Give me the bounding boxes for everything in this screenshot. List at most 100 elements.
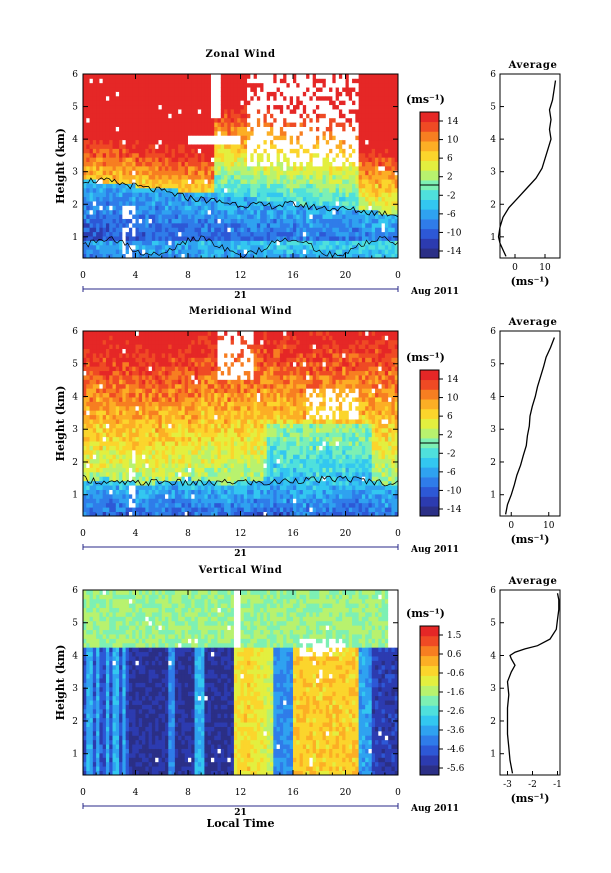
heatmap-cell	[204, 231, 209, 237]
heatmap-cell	[99, 135, 104, 141]
heatmap-cell	[89, 205, 94, 211]
heatmap-cell	[391, 130, 396, 136]
heatmap-cell	[256, 174, 261, 180]
heatmap-cell	[119, 454, 123, 460]
heatmap-cell	[109, 401, 113, 407]
heatmap-cell	[99, 95, 104, 101]
heatmap-cell	[207, 135, 212, 141]
heatmap-cell	[135, 476, 140, 482]
heatmap-cell	[224, 179, 228, 184]
heatmap-cell	[135, 152, 140, 158]
heatmap-cell	[227, 174, 232, 180]
colorbar-unit: (ms⁻¹)	[406, 93, 445, 106]
heatmap-cell	[83, 187, 87, 193]
heatmap-cell	[99, 353, 104, 358]
heatmap-cell	[384, 209, 389, 215]
heatmap-cell	[240, 87, 245, 92]
heatmap-cell	[161, 104, 166, 110]
heatmap-cell	[105, 348, 110, 354]
heatmap-cell	[329, 157, 333, 163]
heatmap-cell	[368, 117, 373, 123]
heatmap-cell	[319, 100, 323, 106]
heatmap-cell	[332, 244, 337, 250]
heatmap-cell	[109, 361, 113, 367]
heatmap-cell	[365, 100, 369, 106]
heatmap-cell	[319, 95, 323, 101]
heatmap-cell	[155, 95, 159, 101]
heatmap-cell	[319, 117, 323, 123]
heatmap-cell	[358, 87, 363, 92]
heatmap-cell	[155, 152, 159, 158]
heatmap-cell	[89, 183, 94, 189]
heatmap-cell	[283, 214, 287, 219]
heatmap-cell	[158, 240, 163, 246]
heatmap-cell	[384, 148, 389, 154]
heatmap-cell	[83, 441, 87, 446]
heatmap-cell	[204, 139, 209, 145]
heatmap-cell	[358, 144, 363, 149]
heatmap-cell	[99, 209, 104, 215]
heatmap-cell	[345, 253, 350, 259]
heatmap-cell	[306, 192, 310, 198]
heatmap-cell	[361, 157, 366, 163]
heatmap-cell	[109, 104, 113, 110]
heatmap-cell	[237, 231, 241, 237]
heatmap-cell	[132, 157, 136, 163]
heatmap-cell	[119, 353, 123, 358]
heatmap-cell	[286, 87, 291, 92]
heatmap-cell	[217, 157, 222, 163]
heatmap-cell	[276, 192, 281, 198]
heatmap-cell	[83, 489, 87, 495]
heatmap-cell	[220, 218, 225, 224]
heatmap-cell	[142, 467, 146, 473]
heatmap-cell	[155, 117, 159, 123]
heatmap-cell	[243, 218, 248, 224]
heatmap-cell	[115, 130, 120, 136]
heatmap-cell	[237, 130, 241, 136]
heatmap-cell	[237, 196, 241, 202]
heatmap-cell	[125, 222, 130, 228]
heatmap-cell	[122, 366, 127, 372]
heatmap-cell	[109, 436, 113, 442]
heatmap-cell	[348, 231, 353, 237]
heatmap-cell	[197, 109, 202, 114]
heatmap-cell	[102, 82, 107, 88]
heatmap-cell	[165, 148, 169, 154]
heatmap-cell	[329, 209, 333, 215]
heatmap-cell	[263, 148, 268, 154]
heatmap-cell	[299, 236, 304, 241]
heatmap-cell	[227, 95, 232, 101]
heatmap-cell	[99, 348, 104, 354]
heatmap-cell	[109, 419, 113, 424]
heatmap-cell	[96, 170, 100, 176]
heatmap-cell	[181, 113, 186, 119]
heatmap-cell	[210, 236, 215, 241]
heatmap-cell	[312, 166, 317, 171]
heatmap-cell	[329, 205, 333, 211]
heatmap-cell	[171, 87, 176, 92]
heatmap-cell	[122, 458, 127, 464]
heatmap-cell	[105, 423, 110, 429]
heatmap-cell	[384, 122, 389, 127]
heatmap-cell	[102, 240, 107, 246]
heatmap-cell	[168, 196, 172, 202]
heatmap-cell	[105, 489, 110, 495]
heatmap-cell	[240, 244, 245, 250]
heatmap-cell	[132, 471, 136, 477]
heatmap-cell	[135, 227, 140, 233]
heatmap-cell	[128, 449, 133, 455]
heatmap-cell	[315, 161, 320, 167]
heatmap-cell	[381, 122, 386, 127]
heatmap-cell	[361, 205, 366, 211]
heatmap-cell	[335, 209, 340, 215]
heatmap-cell	[89, 130, 94, 136]
heatmap-cell	[256, 218, 261, 224]
heatmap-cell	[309, 249, 314, 255]
heatmap-cell	[194, 170, 199, 176]
heatmap-cell	[115, 366, 120, 372]
heatmap-cell	[325, 170, 330, 176]
heatmap-cell	[194, 231, 199, 237]
heatmap-cell	[247, 148, 251, 154]
heatmap-cell	[178, 222, 182, 228]
